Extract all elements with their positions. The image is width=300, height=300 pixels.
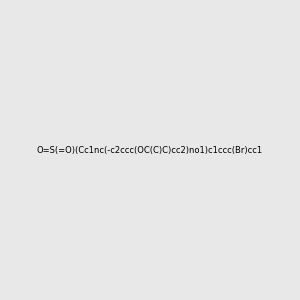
Text: O=S(=O)(Cc1nc(-c2ccc(OC(C)C)cc2)no1)c1ccc(Br)cc1: O=S(=O)(Cc1nc(-c2ccc(OC(C)C)cc2)no1)c1cc… — [37, 146, 263, 154]
